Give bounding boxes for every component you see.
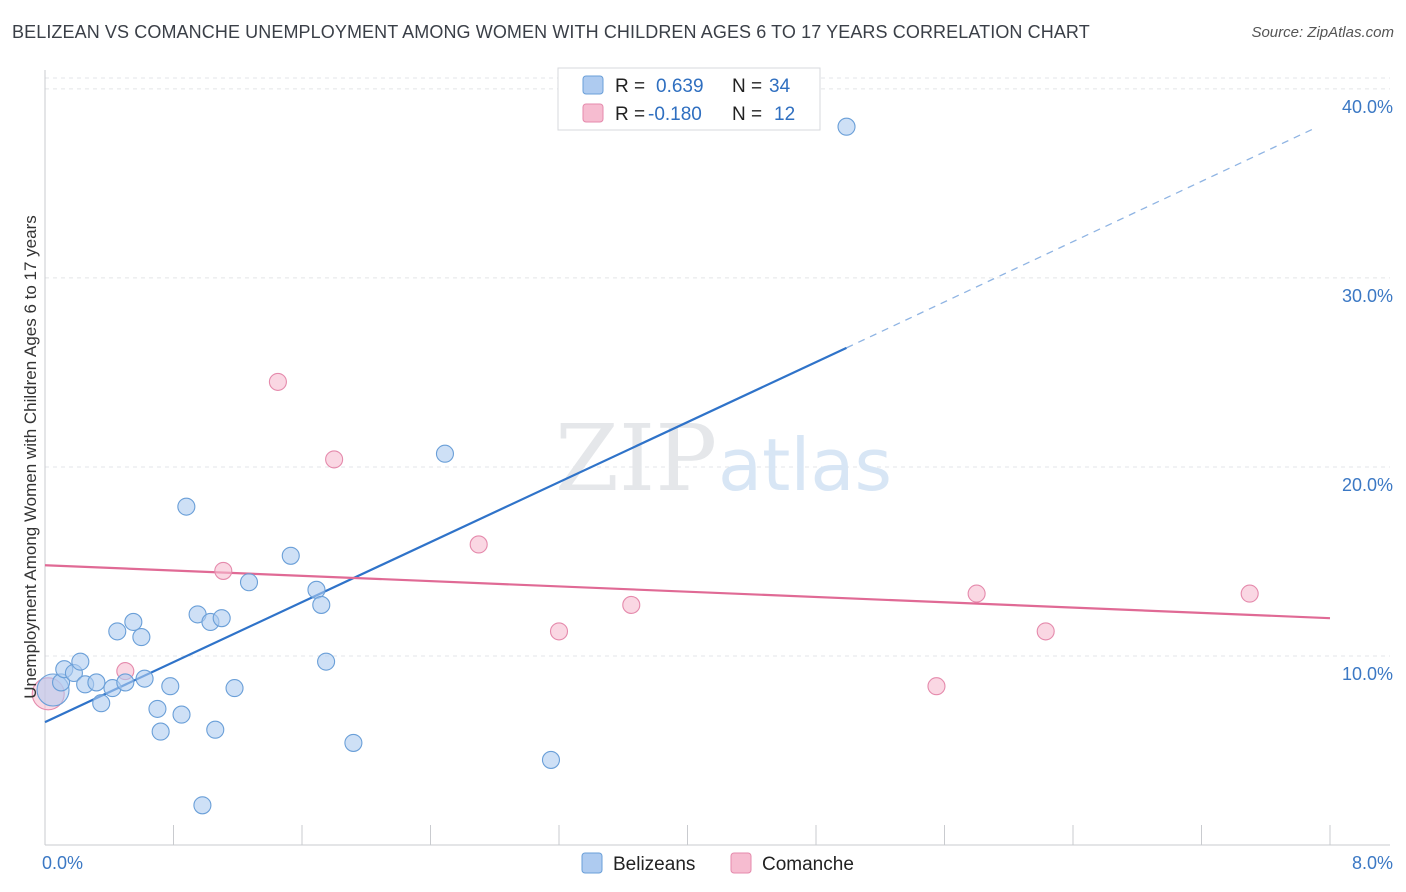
point-belizeans-14 (148, 699, 167, 718)
y-tick-labels: 10.0% 20.0% 30.0% 40.0% (1342, 97, 1393, 684)
y-axis-label: Unemployment Among Women with Children A… (21, 215, 40, 699)
point-belizeans-23 (212, 609, 231, 628)
bottom-legend-label-comanche: Comanche (762, 854, 854, 875)
x-tick-labels: 0.0% 8.0% (42, 853, 1393, 873)
trend-lines (44, 128, 1331, 724)
point-belizeans-16 (161, 677, 180, 696)
legend-n-value-1: 34 (769, 76, 791, 97)
trend-line-belizeans (44, 346, 847, 724)
point-belizeans-7 (92, 694, 111, 713)
point-comanche-7 (622, 595, 641, 614)
legend-swatch-comanche (582, 103, 604, 123)
point-belizeans-11 (124, 612, 143, 632)
gridlines (45, 77, 1390, 657)
point-belizeans-27 (307, 580, 326, 599)
point-belizeans-32 (541, 750, 561, 769)
data-points (31, 117, 1259, 815)
y-tick-label-40: 40.0% (1342, 97, 1393, 117)
legend-swatch-belizeans (582, 75, 604, 95)
point-comanche-10 (1036, 622, 1055, 641)
point-belizeans-25 (239, 573, 259, 592)
point-comanche-5 (469, 535, 488, 554)
point-belizeans-13 (135, 669, 154, 688)
point-comanche-6 (549, 622, 569, 641)
point-belizeans-28 (312, 595, 331, 614)
source-label: Source: ZipAtlas.com (1251, 24, 1394, 41)
point-belizeans-17 (172, 705, 191, 724)
bottom-legend: Belizeans Comanche (581, 852, 854, 875)
legend-r-label-1: R = (615, 76, 645, 97)
point-belizeans-26 (281, 546, 300, 565)
watermark-atlas: atlas (718, 423, 892, 507)
point-belizeans-18 (177, 497, 196, 516)
point-belizeans-33 (837, 117, 856, 136)
point-belizeans-22 (206, 720, 225, 739)
point-belizeans-15 (151, 722, 170, 741)
x-tick-label-start: 0.0% (42, 853, 83, 873)
point-belizeans-20 (193, 796, 212, 815)
point-belizeans-30 (344, 733, 363, 752)
y-tick-label-30: 30.0% (1342, 286, 1393, 306)
legend-n-label-1: N = (732, 76, 762, 97)
bottom-legend-swatch-belizeans (581, 852, 603, 874)
legend-r-label-2: R = (615, 104, 645, 125)
y-tick-label-20: 20.0% (1342, 475, 1393, 495)
legend-box: R = 0.639 N = 34 R = -0.180 N = 12 (557, 67, 821, 131)
point-comanche-8 (927, 677, 946, 696)
point-belizeans-9 (108, 622, 127, 641)
point-belizeans-10 (116, 673, 135, 692)
point-comanche-4 (325, 450, 344, 469)
y-tick-label-10: 10.0% (1342, 664, 1393, 684)
trend-line-belizeans-extension (846, 128, 1315, 349)
point-belizeans-31 (435, 444, 455, 463)
point-belizeans-29 (317, 652, 336, 671)
chart-title: BELIZEAN VS COMANCHE UNEMPLOYMENT AMONG … (12, 22, 1090, 42)
watermark-zip: ZIP (555, 405, 717, 512)
trend-line-comanche (44, 564, 1331, 620)
point-belizeans-6 (87, 673, 106, 692)
point-comanche-11 (1240, 584, 1259, 603)
bottom-legend-swatch-comanche (730, 852, 752, 874)
axes (44, 70, 1390, 846)
point-comanche-9 (967, 584, 986, 603)
bottom-legend-label-belizeans: Belizeans (613, 854, 695, 875)
legend-n-label-2: N = (732, 104, 762, 125)
legend-n-value-2: 12 (774, 104, 795, 125)
point-comanche-2 (214, 561, 233, 580)
point-belizeans-4 (71, 652, 90, 671)
point-belizeans-24 (225, 679, 244, 698)
point-belizeans-12 (132, 628, 151, 647)
x-tick-label-end: 8.0% (1352, 853, 1393, 873)
legend-r-value-2: -0.180 (648, 104, 702, 125)
legend-r-value-1: 0.639 (656, 76, 704, 97)
point-comanche-3 (268, 372, 287, 391)
watermark: ZIP atlas (555, 405, 892, 512)
